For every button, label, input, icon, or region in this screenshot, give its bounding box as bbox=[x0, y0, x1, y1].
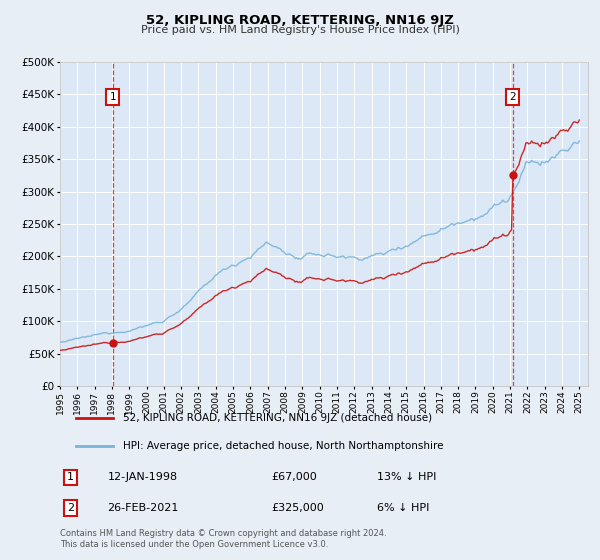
Text: 2: 2 bbox=[67, 503, 74, 513]
Text: 1: 1 bbox=[67, 473, 74, 482]
Text: 6% ↓ HPI: 6% ↓ HPI bbox=[377, 503, 429, 513]
Text: £325,000: £325,000 bbox=[271, 503, 324, 513]
Text: £67,000: £67,000 bbox=[271, 473, 317, 482]
Text: Contains HM Land Registry data © Crown copyright and database right 2024.
This d: Contains HM Land Registry data © Crown c… bbox=[60, 529, 386, 549]
Text: 12-JAN-1998: 12-JAN-1998 bbox=[107, 473, 178, 482]
Text: 52, KIPLING ROAD, KETTERING, NN16 9JZ: 52, KIPLING ROAD, KETTERING, NN16 9JZ bbox=[146, 14, 454, 27]
Text: 52, KIPLING ROAD, KETTERING, NN16 9JZ (detached house): 52, KIPLING ROAD, KETTERING, NN16 9JZ (d… bbox=[124, 413, 433, 423]
Text: 26-FEB-2021: 26-FEB-2021 bbox=[107, 503, 179, 513]
Text: 13% ↓ HPI: 13% ↓ HPI bbox=[377, 473, 436, 482]
Text: 2: 2 bbox=[509, 92, 516, 102]
Text: HPI: Average price, detached house, North Northamptonshire: HPI: Average price, detached house, Nort… bbox=[124, 441, 444, 451]
Text: Price paid vs. HM Land Registry's House Price Index (HPI): Price paid vs. HM Land Registry's House … bbox=[140, 25, 460, 35]
Text: 1: 1 bbox=[109, 92, 116, 102]
